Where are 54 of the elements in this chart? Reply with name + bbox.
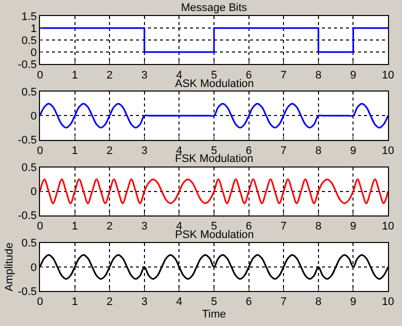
x-tick-label: 7 [280,220,287,233]
x-tick-label: 5 [210,220,218,233]
x-tick-label: 9 [350,220,356,233]
y-tick-label: 0.5 [22,34,37,47]
y-tick-label: 0.5 [22,86,37,98]
x-tick-label: 9 [350,296,356,308]
y-tick-label: 0 [30,186,37,198]
y-tick-label: 0 [30,110,37,123]
x-tick-label: 2 [106,144,113,157]
x-tick-label: 9 [350,69,356,82]
y-tick-label: -0.5 [18,134,37,147]
x-tick-label: 1 [72,144,78,157]
x-tick-label: 5 [210,296,218,308]
x-tick-label: 1 [72,296,78,308]
x-tick-label: 5 [210,144,218,157]
y-tick-label: 1.5 [22,10,37,23]
x-axis-title: Time [202,308,226,320]
x-tick-label: 6 [246,220,252,233]
line-series [40,178,388,204]
x-tick-label: 2 [106,69,113,82]
y-tick-label: -0.5 [18,210,37,222]
x-tick-label: 3 [141,69,148,82]
x-tick-label: 8 [315,144,322,157]
x-tick-label: 2 [106,220,113,233]
chart-title: Message Bits [181,2,248,14]
x-tick-label: 10 [382,220,394,233]
x-tick-label: 7 [280,144,287,157]
y-tick-label: 0 [30,262,37,274]
x-tick-label: 1 [72,69,78,82]
y-tick-label: 0 [30,46,37,59]
x-tick-label: 7 [280,296,287,308]
x-tick-label: 10 [382,69,394,82]
y-axis-title: Amplitude [3,242,16,292]
x-tick-label: 2 [106,296,113,308]
x-tick-label: 3 [141,144,148,157]
y-tick-label: 1 [30,22,37,35]
x-tick-label: 10 [382,296,394,308]
x-tick-label: 3 [141,296,148,308]
y-tick-label: 0.5 [22,238,37,250]
x-tick-label: 8 [315,220,322,233]
x-tick-label: 1 [72,220,78,233]
y-tick-label: -0.5 [18,58,37,71]
y-tick-label: -0.5 [18,286,37,298]
x-tick-label: 3 [141,220,148,233]
line-series [40,102,388,129]
x-tick-label: 6 [246,144,252,157]
x-tick-label: 7 [280,69,287,82]
x-tick-label: 10 [382,144,394,157]
x-tick-label: 9 [350,144,356,157]
x-tick-label: 4 [176,296,182,308]
x-tick-label: 8 [315,296,322,308]
y-tick-label: 0.5 [22,162,37,174]
x-tick-label: 8 [315,69,322,82]
x-tick-label: 6 [246,296,252,308]
